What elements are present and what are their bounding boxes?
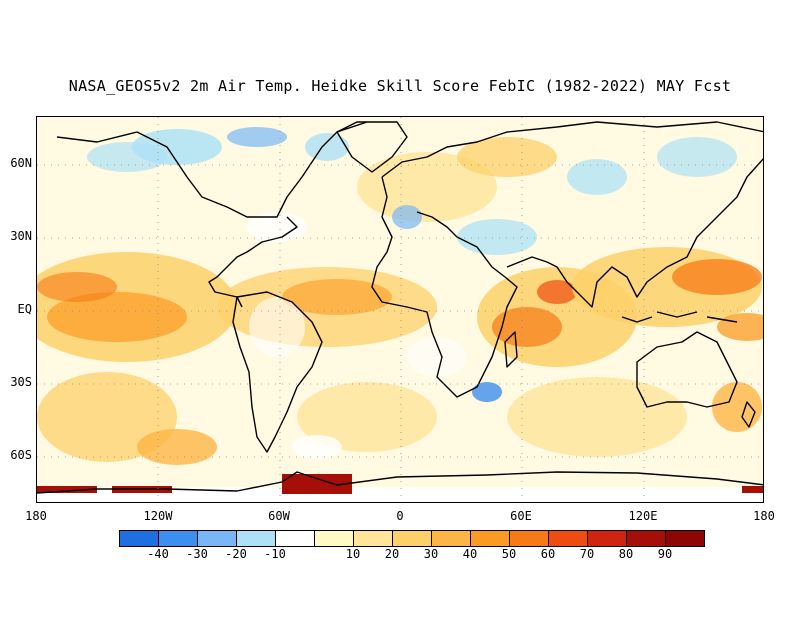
colorbar-swatch	[197, 530, 237, 547]
colorbar-swatch	[548, 530, 588, 547]
gridlines	[37, 117, 763, 502]
y-tick-label: 60S	[10, 448, 32, 462]
colorbar-swatch	[119, 530, 159, 547]
colorbar-label: 10	[345, 547, 361, 561]
x-tick-label: 180	[753, 509, 775, 523]
x-tick-label: 60W	[268, 509, 290, 523]
skill-score-map	[37, 117, 763, 502]
y-tick-label: EQ	[17, 302, 32, 316]
colorbar-swatch	[470, 530, 510, 547]
chart-title: NASA_GEOS5v2 2m Air Temp. Heidke Skill S…	[68, 77, 732, 95]
colorbar-label: -30	[186, 547, 208, 561]
colorbar-swatch	[587, 530, 627, 547]
x-tick-label: 120W	[143, 509, 173, 523]
colorbar-swatch	[626, 530, 666, 547]
colorbar-swatch	[431, 530, 471, 547]
colorbar-label: 20	[384, 547, 400, 561]
colorbar-swatch	[275, 530, 315, 547]
x-tick-label: 0	[396, 509, 404, 523]
colorbar-label: 50	[501, 547, 517, 561]
colorbar-swatch	[314, 530, 354, 547]
colorbar	[119, 530, 705, 547]
y-tick-label: 30N	[10, 229, 32, 243]
x-tick-label: 120E	[628, 509, 658, 523]
x-tick-label: 180	[25, 509, 47, 523]
colorbar-swatch	[665, 530, 705, 547]
colorbar-swatch	[353, 530, 393, 547]
colorbar-label: -40	[147, 547, 169, 561]
colorbar-label: 80	[618, 547, 634, 561]
map-panel	[36, 116, 764, 503]
colorbar-label: 40	[462, 547, 478, 561]
coastlines	[37, 121, 763, 494]
colorbar-swatch	[158, 530, 198, 547]
colorbar-label: 70	[579, 547, 595, 561]
y-tick-label: 60N	[10, 156, 32, 170]
colorbar-label: 90	[657, 547, 673, 561]
colorbar-label: -10	[264, 547, 286, 561]
colorbar-swatch	[509, 530, 549, 547]
colorbar-label: 30	[423, 547, 439, 561]
x-tick-label: 60E	[510, 509, 532, 523]
y-tick-label: 30S	[10, 375, 32, 389]
colorbar-label: 60	[540, 547, 556, 561]
colorbar-label: -20	[225, 547, 247, 561]
colorbar-swatch	[236, 530, 276, 547]
colorbar-swatch	[392, 530, 432, 547]
